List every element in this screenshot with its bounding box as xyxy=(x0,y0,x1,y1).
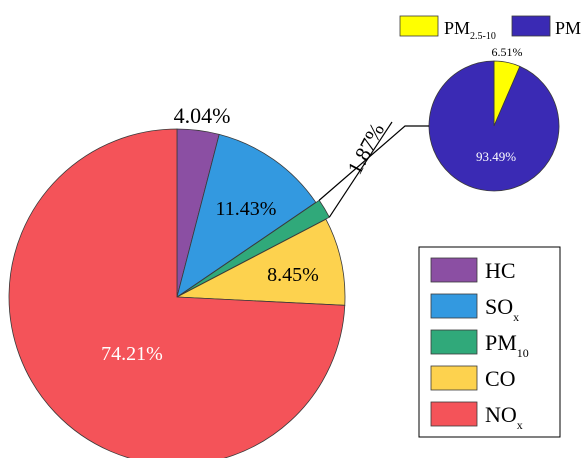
legend-swatch-co xyxy=(430,365,478,391)
legend-swatch-pm10 xyxy=(430,329,478,355)
legend-label-hc: HC xyxy=(485,258,516,283)
legend-label-nox: NOx xyxy=(485,402,523,432)
sub-legend-label-pm-2-5-10: PM2.5-10 xyxy=(444,18,496,42)
connector-line-lower xyxy=(328,121,393,218)
legend-label-pm10: PM10 xyxy=(485,330,529,360)
data-label-co: 8.45% xyxy=(267,264,319,286)
sub-pie-slice-pm-2-5 xyxy=(428,60,560,192)
sub-legend-label-pm-2-5: PM2.5 xyxy=(555,18,581,42)
legend-label-sox: SOx xyxy=(485,294,519,324)
pie-slice-sox xyxy=(176,133,317,298)
legend-main: HC SOx PM10 CO NOx xyxy=(418,246,561,438)
pie-slice-nox xyxy=(8,128,346,458)
connector-line xyxy=(318,121,429,218)
data-label-sox: 11.43% xyxy=(216,198,277,220)
main-pie xyxy=(8,128,346,458)
legend-label-co: CO xyxy=(485,366,516,391)
sub-legend-swatch-pm-2-5 xyxy=(511,15,551,37)
pie-slice-co xyxy=(175,218,346,306)
sub-legend-swatch-pm-2-5-10 xyxy=(399,15,439,37)
sub-data-label-pm-2-5: 93.49% xyxy=(476,149,516,164)
data-label-hc: 4.04% xyxy=(174,103,231,128)
sub-pie xyxy=(428,60,560,192)
sub-data-label-pm-2-5-10: 6.51% xyxy=(492,45,523,59)
connector-line-upper xyxy=(318,125,429,201)
legend-sub: PM2.5-10 PM2.5 xyxy=(399,15,581,42)
data-label-nox: 74.21% xyxy=(101,343,163,365)
legend-swatch-sox xyxy=(430,293,478,319)
legend-swatch-nox xyxy=(430,401,478,427)
legend-swatch-hc xyxy=(430,257,478,283)
data-label-pm10: 1.87% xyxy=(342,119,389,178)
